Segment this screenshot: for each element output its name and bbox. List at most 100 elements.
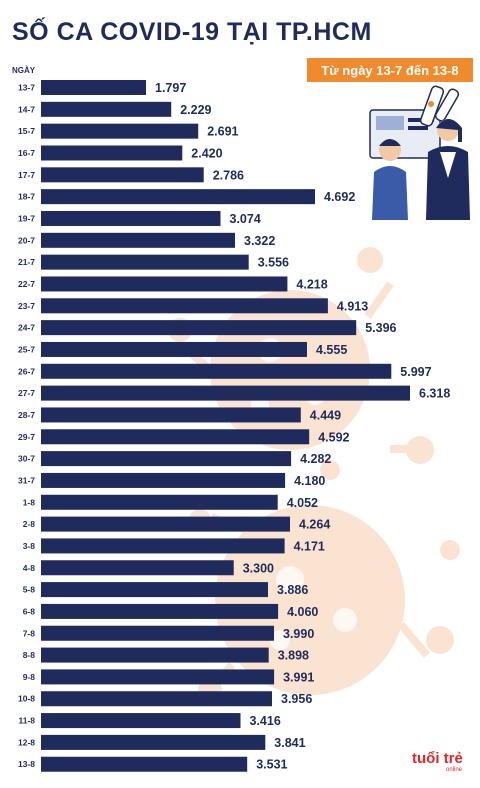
data-label: 3.300 xyxy=(243,561,274,575)
bar xyxy=(41,647,269,663)
bar xyxy=(41,713,241,729)
bar xyxy=(41,494,278,510)
data-label: 3.886 xyxy=(277,583,308,597)
bar xyxy=(41,363,392,379)
bar xyxy=(41,298,328,314)
category-label: 6-8 xyxy=(23,606,36,616)
data-label: 3.074 xyxy=(230,212,261,226)
data-label: 2.691 xyxy=(207,125,238,139)
data-label: 3.416 xyxy=(250,714,281,728)
data-label: 3.556 xyxy=(258,256,289,270)
category-label: 26-7 xyxy=(18,366,35,376)
category-label: 15-7 xyxy=(18,126,35,136)
data-label: 4.264 xyxy=(299,518,330,532)
bar xyxy=(41,516,290,532)
category-label: 17-7 xyxy=(18,170,35,180)
data-label: 5.396 xyxy=(365,321,396,335)
data-label: 4.692 xyxy=(324,190,355,204)
bar xyxy=(41,538,285,554)
bar xyxy=(41,407,301,423)
bar xyxy=(41,582,268,598)
data-label: 4.171 xyxy=(294,539,325,553)
category-label: 9-8 xyxy=(23,672,36,682)
y-axis-label: NGÀY xyxy=(12,66,36,75)
tuoi-tre-logo: tuổi trẻ online xyxy=(412,750,463,772)
bar xyxy=(41,320,357,336)
date-range-badge: Từ ngày 13-7 đến 13-8 xyxy=(307,58,473,82)
data-label: 2.229 xyxy=(180,103,211,117)
category-label: 5-8 xyxy=(23,585,36,595)
bar xyxy=(41,254,249,270)
data-label: 3.991 xyxy=(283,670,314,684)
category-label: 16-7 xyxy=(18,148,35,158)
svg-text:tuổi trẻ: tuổi trẻ xyxy=(412,750,463,767)
bar xyxy=(41,603,279,619)
data-label: 1.797 xyxy=(155,81,186,95)
data-label: 4.180 xyxy=(294,474,325,488)
category-label: 3-8 xyxy=(23,541,36,551)
bar xyxy=(41,145,183,161)
category-label: 22-7 xyxy=(18,279,35,289)
data-label: 3.322 xyxy=(244,234,275,248)
category-label: 29-7 xyxy=(18,432,35,442)
category-label: 4-8 xyxy=(23,563,36,573)
data-label: 3.841 xyxy=(274,736,305,750)
bar xyxy=(41,429,310,445)
category-label: 8-8 xyxy=(23,650,36,660)
category-label: 28-7 xyxy=(18,410,35,420)
data-label: 6.318 xyxy=(419,387,450,401)
category-label: 13-7 xyxy=(18,83,35,93)
category-label: 11-8 xyxy=(18,716,35,726)
data-label: 2.420 xyxy=(191,146,222,160)
bar xyxy=(41,385,410,401)
data-label: 3.898 xyxy=(278,649,309,663)
bar xyxy=(41,625,274,641)
bar xyxy=(41,276,288,292)
category-label: 10-8 xyxy=(18,694,35,704)
category-label: 21-7 xyxy=(18,257,35,267)
category-label: 25-7 xyxy=(18,344,35,354)
bar xyxy=(41,123,199,139)
data-label: 3.990 xyxy=(283,627,314,641)
data-label: 4.060 xyxy=(287,605,318,619)
category-label: 19-7 xyxy=(18,213,35,223)
bar xyxy=(41,167,204,183)
category-label: 1-8 xyxy=(23,497,36,507)
data-label: 4.592 xyxy=(318,430,349,444)
svg-text:online: online xyxy=(446,767,463,772)
data-label: 4.555 xyxy=(316,343,347,357)
bar xyxy=(41,472,286,488)
bar xyxy=(41,80,146,95)
bar xyxy=(41,210,221,226)
bar xyxy=(41,101,172,117)
bar xyxy=(41,734,266,750)
bar xyxy=(41,669,275,685)
bar xyxy=(41,756,248,772)
data-label: 2.786 xyxy=(213,168,244,182)
data-label: 4.913 xyxy=(337,299,368,313)
category-label: 14-7 xyxy=(18,104,35,114)
chart-title: SỐ CA COVID-19 TẠI TP.HCM xyxy=(12,18,372,46)
data-label: 5.997 xyxy=(400,365,431,379)
data-label: 4.282 xyxy=(300,452,331,466)
category-label: 12-8 xyxy=(18,737,35,747)
bar xyxy=(41,189,315,205)
people-with-test-kit-illustration xyxy=(369,85,470,220)
category-label: 27-7 xyxy=(18,388,35,398)
bar xyxy=(41,451,292,467)
category-label: 23-7 xyxy=(18,301,35,311)
category-label: 13-8 xyxy=(18,759,35,769)
bar xyxy=(41,691,272,707)
data-label: 4.218 xyxy=(296,277,327,291)
bar xyxy=(41,560,234,576)
category-label: 2-8 xyxy=(23,519,36,529)
data-label: 4.449 xyxy=(310,408,341,422)
category-label: 18-7 xyxy=(18,192,35,202)
category-label: 7-8 xyxy=(23,628,36,638)
category-label: 31-7 xyxy=(18,475,35,485)
category-label: 20-7 xyxy=(18,235,35,245)
data-label: 3.531 xyxy=(256,758,287,772)
category-label: 24-7 xyxy=(18,323,35,333)
data-label: 3.956 xyxy=(281,692,312,706)
